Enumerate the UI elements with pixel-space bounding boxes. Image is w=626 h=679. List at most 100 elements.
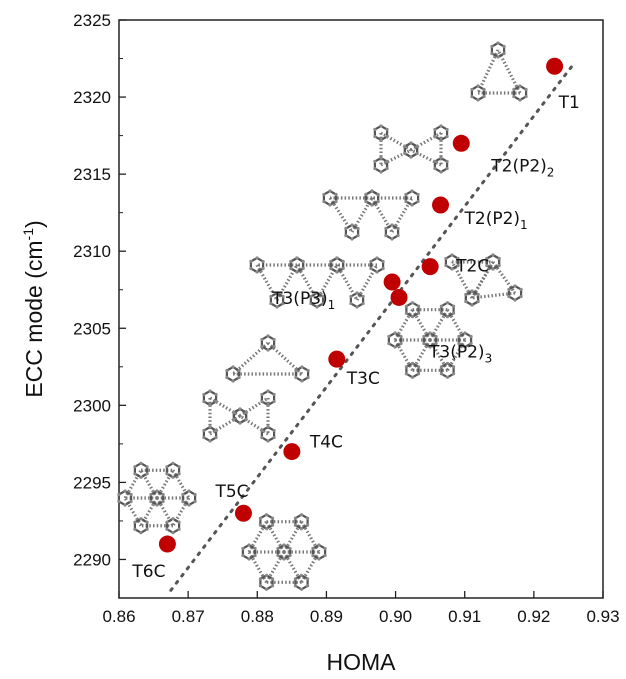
carbon-chain — [209, 414, 241, 436]
carbon-chain — [123, 469, 143, 499]
y-tick-label: 2310 — [73, 242, 111, 261]
benzene-ring-icon — [344, 223, 360, 241]
benzene-ring-icon — [133, 517, 149, 535]
point-label-sub: 2 — [547, 165, 555, 179]
benzene-ring-icon — [149, 489, 165, 507]
carbon-chain — [390, 197, 414, 233]
carbon-chain — [370, 197, 394, 233]
carbon-chain — [266, 341, 304, 376]
y-tick-label: 2315 — [73, 165, 111, 184]
benzene-ring-icon — [439, 301, 456, 319]
x-axis-title: HOMA — [327, 649, 397, 675]
point-label-main: T6C — [131, 562, 165, 582]
benzene-ring-icon — [294, 365, 310, 383]
carbon-chain — [239, 414, 269, 436]
data-point — [234, 504, 252, 522]
carbon-chain — [155, 469, 175, 499]
fit-line — [169, 64, 574, 592]
benzene-ring-icon — [404, 301, 421, 319]
point-label-sub: 3 — [485, 351, 493, 365]
benzene-ring-icon — [293, 573, 310, 591]
benzene-ring-icon — [470, 84, 486, 102]
data-point — [283, 443, 301, 461]
benzene-ring-icon — [232, 407, 248, 425]
data-point — [383, 273, 401, 291]
point-label-main: T3C — [346, 369, 380, 389]
data-points — [158, 57, 564, 553]
benzene-ring-icon — [202, 389, 218, 407]
point-label: T1 — [558, 93, 580, 113]
carbon-chain — [380, 148, 412, 167]
point-labels: T1T2(P2)2T2(P2)1T2CT3(P3)1T3(P2)3T3CT4CT… — [131, 93, 579, 582]
point-label: T3C — [346, 369, 380, 389]
point-label-main: T3(P3) — [271, 289, 328, 309]
benzene-ring-icon — [258, 513, 275, 531]
benzene-ring-icon — [117, 489, 133, 507]
y-tick-label: 2290 — [73, 550, 111, 569]
molecule-structures — [117, 41, 528, 591]
carbon-chain — [476, 49, 500, 94]
y-tick-label: 2295 — [73, 473, 111, 492]
y-tick-label: 2300 — [73, 396, 111, 415]
point-label-main: T2(P2) — [464, 209, 521, 229]
benzene-ring-icon — [293, 513, 310, 531]
benzene-ring-icon — [439, 361, 456, 379]
benzene-ring-icon — [464, 289, 480, 307]
point-label: T2C — [455, 257, 489, 277]
axis-ticks: 0.86 0.87 0.88 0.89 0.90 0.91 0.92 0.93 2290 2295… — [73, 11, 619, 626]
carbon-chain — [123, 497, 143, 527]
carbon-chain — [139, 497, 159, 527]
point-label-main: T5C — [214, 482, 248, 502]
data-point — [390, 288, 408, 306]
x-tick-label: 0.91 — [448, 607, 481, 626]
data-point — [432, 196, 450, 214]
point-label-main: T1 — [558, 93, 580, 113]
carbon-chain — [410, 131, 442, 152]
x-tick-label: 0.86 — [102, 607, 135, 626]
point-label-sub: 1 — [328, 298, 336, 312]
y-tick-label: 2320 — [73, 88, 111, 107]
y-axis-title-close: ) — [21, 220, 47, 228]
point-label-main: T4C — [309, 433, 343, 453]
carbon-chain — [239, 396, 269, 418]
y-tick-label: 2305 — [73, 319, 111, 338]
benzene-ring-icon — [202, 425, 218, 443]
data-point — [421, 258, 439, 276]
benzene-ring-icon — [512, 84, 528, 102]
benzene-ring-icon — [241, 543, 257, 561]
carbon-chain — [410, 148, 442, 167]
benzene-ring-icon — [269, 291, 285, 309]
point-label: T3(P2)3 — [428, 342, 492, 365]
carbon-chain — [496, 49, 522, 94]
benzene-ring-icon — [433, 124, 449, 142]
x-tick-label: 0.93 — [586, 607, 619, 626]
benzene-ring-icon — [384, 223, 400, 241]
benzene-ring-icon — [181, 489, 197, 507]
plot-frame — [118, 19, 604, 599]
benzene-ring-icon — [403, 141, 419, 159]
x-tick-label: 0.89 — [310, 607, 343, 626]
carbon-chain — [155, 497, 175, 527]
point-label-main: T2C — [455, 257, 489, 277]
benzene-ring-icon — [404, 361, 421, 379]
benzene-ring-icon — [349, 291, 365, 309]
benzene-ring-icon — [260, 334, 276, 352]
data-point — [546, 57, 564, 75]
point-label-sub: 1 — [520, 218, 528, 232]
benzene-ring-icon — [444, 253, 460, 271]
benzene-ring-icon — [322, 189, 338, 207]
point-label-main: T2(P2) — [490, 156, 547, 176]
benzene-ring-icon — [373, 124, 389, 142]
benzene-ring-icon — [507, 284, 523, 302]
point-label: T6C — [131, 562, 165, 582]
y-tick-label: 2325 — [73, 11, 111, 30]
y-axis-title: ECC mode (cm-1) — [20, 220, 47, 397]
carbon-chain — [171, 469, 191, 499]
data-point — [328, 350, 346, 368]
point-label: T2(P2)1 — [464, 209, 528, 232]
benzene-ring-icon — [485, 253, 501, 271]
benzene-ring-icon — [165, 461, 181, 479]
data-point — [158, 535, 176, 553]
x-tick-label: 0.90 — [379, 607, 412, 626]
